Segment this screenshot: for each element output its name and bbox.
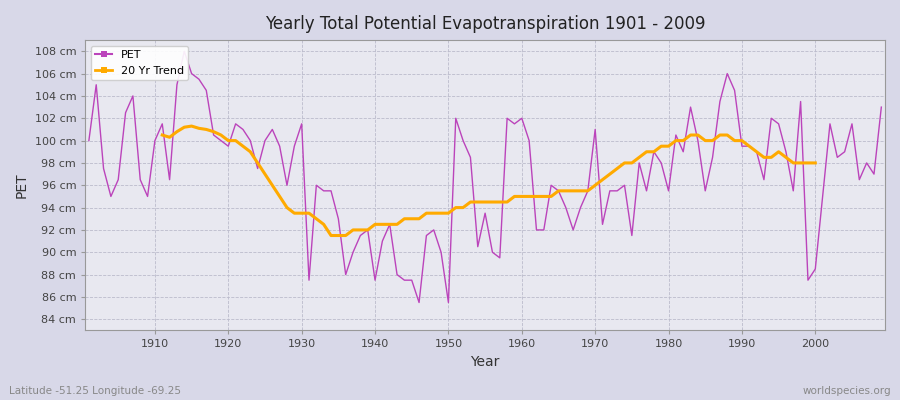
Y-axis label: PET: PET (15, 172, 29, 198)
Title: Yearly Total Potential Evapotranspiration 1901 - 2009: Yearly Total Potential Evapotranspiratio… (265, 15, 706, 33)
Legend: PET, 20 Yr Trend: PET, 20 Yr Trend (91, 46, 188, 80)
Text: Latitude -51.25 Longitude -69.25: Latitude -51.25 Longitude -69.25 (9, 386, 181, 396)
X-axis label: Year: Year (471, 355, 500, 369)
Text: worldspecies.org: worldspecies.org (803, 386, 891, 396)
